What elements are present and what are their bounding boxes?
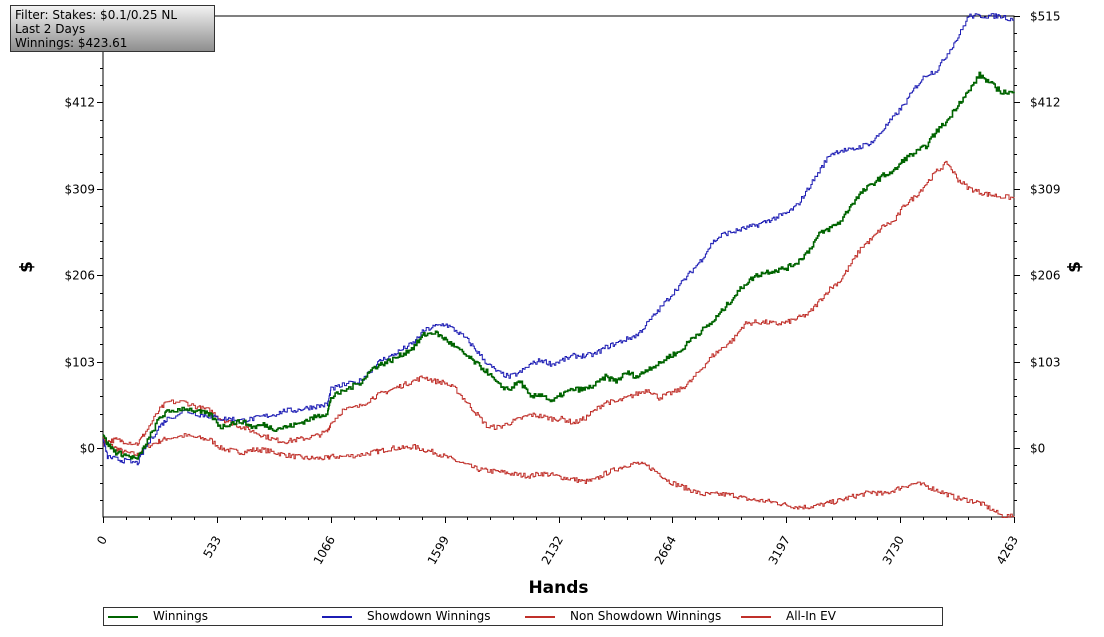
series-line-showdown xyxy=(103,13,1015,466)
y-tick-label-left: $309 xyxy=(64,183,95,197)
series-line-allin xyxy=(103,433,1015,518)
legend-swatch xyxy=(525,616,555,618)
y-tick-label-right: $206 xyxy=(1030,269,1061,283)
y-tick-label-left: $0 xyxy=(80,442,95,456)
legend-label: Winnings xyxy=(153,609,208,623)
x-tick-label: 533 xyxy=(201,534,225,561)
legend: Winnings Showdown Winnings Non Showdown Wi… xyxy=(103,607,943,626)
legend-swatch xyxy=(741,616,771,618)
x-tick-label: 2664 xyxy=(652,534,679,567)
x-tick-label: 2132 xyxy=(539,534,566,567)
series-line-winnings xyxy=(102,71,1015,460)
legend-label: Non Showdown Winnings xyxy=(570,609,722,623)
y-axis-title-right: $ xyxy=(1065,261,1085,273)
y-tick-label-left: $206 xyxy=(64,269,95,283)
filter-winnings-text: Winnings: $423.61 xyxy=(15,36,128,50)
x-tick-label: 1599 xyxy=(425,534,452,567)
legend-swatch xyxy=(108,616,138,618)
x-tick-label: 1066 xyxy=(311,534,338,567)
x-tick-label: 3197 xyxy=(766,534,793,567)
legend-label: Showdown Winnings xyxy=(367,609,491,623)
y-axis-title-left: $ xyxy=(17,261,37,273)
plot-frame xyxy=(102,15,1015,518)
y-tick-label-left: $412 xyxy=(64,96,95,110)
series-line-non_showdown xyxy=(103,160,1015,447)
legend-swatch xyxy=(322,616,352,618)
y-tick-label-right: $0 xyxy=(1030,442,1045,456)
x-tick-label: 0 xyxy=(94,534,110,548)
y-tick-label-right: $103 xyxy=(1030,356,1061,370)
y-tick-label-right: $412 xyxy=(1030,96,1061,110)
x-tick-label: 3730 xyxy=(880,534,907,567)
y-tick-label-right: $309 xyxy=(1030,183,1061,197)
filter-stakes-text: Filter: Stakes: $0.1/0.25 NL xyxy=(15,8,178,22)
x-axis-title: Hands xyxy=(528,578,588,598)
y-tick-label-left: $103 xyxy=(64,356,95,370)
filter-info-box: Filter: Stakes: $0.1/0.25 NL Last 2 Days… xyxy=(10,5,215,52)
filter-period-text: Last 2 Days xyxy=(15,22,86,36)
legend-label: All-In EV xyxy=(786,609,836,623)
y-tick-label-right: $515 xyxy=(1030,10,1061,24)
x-tick-label: 4263 xyxy=(994,534,1021,567)
